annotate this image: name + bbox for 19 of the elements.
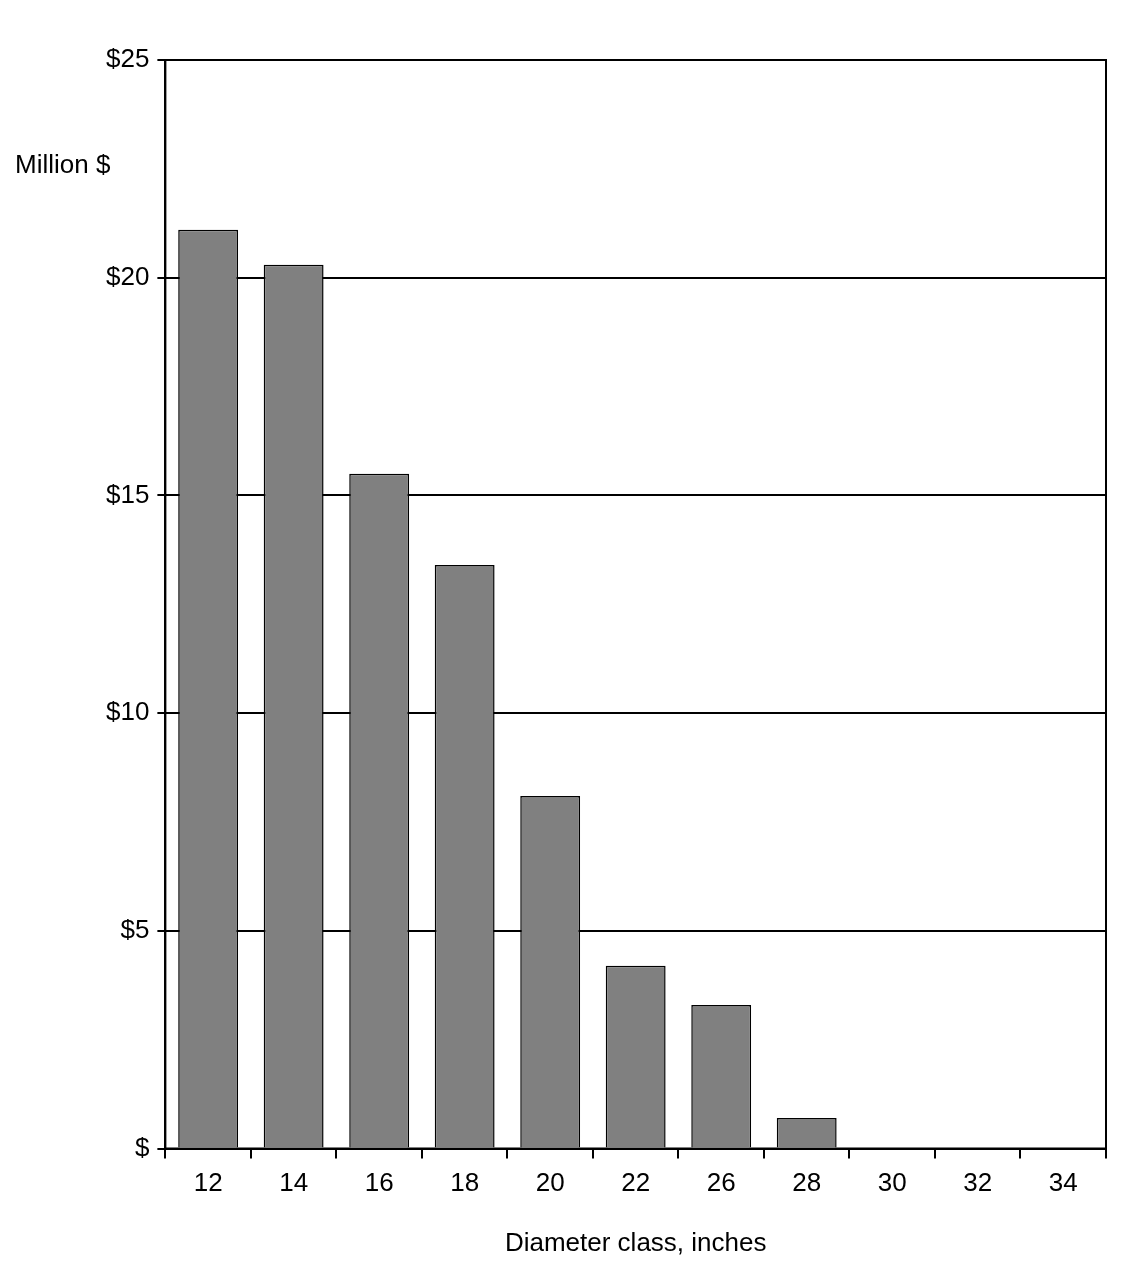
x-tick-label: 16 [364,1167,394,1198]
y-tick-label: $15 [105,478,150,509]
x-tick-label: 18 [450,1167,480,1198]
x-tick-label: 20 [535,1167,565,1198]
x-axis-title: Diameter class, inches [504,1226,767,1257]
y-axis-title: Million $ [15,149,111,180]
y-tick-label: $ [134,1131,150,1162]
y-tick-label: $5 [120,914,150,945]
x-tick-label: 28 [792,1167,822,1198]
y-tick-label: $20 [105,260,150,291]
x-tick-label: 26 [706,1167,736,1198]
x-tick-label: 32 [963,1167,993,1198]
x-tick-label: 12 [193,1167,223,1198]
x-tick-label: 30 [877,1167,907,1198]
x-tick-label: 14 [279,1167,309,1198]
y-tick-label: $10 [105,696,150,727]
x-tick-label: 22 [621,1167,651,1198]
x-tick-label: 34 [1048,1167,1078,1198]
y-tick-label: $25 [105,43,150,74]
